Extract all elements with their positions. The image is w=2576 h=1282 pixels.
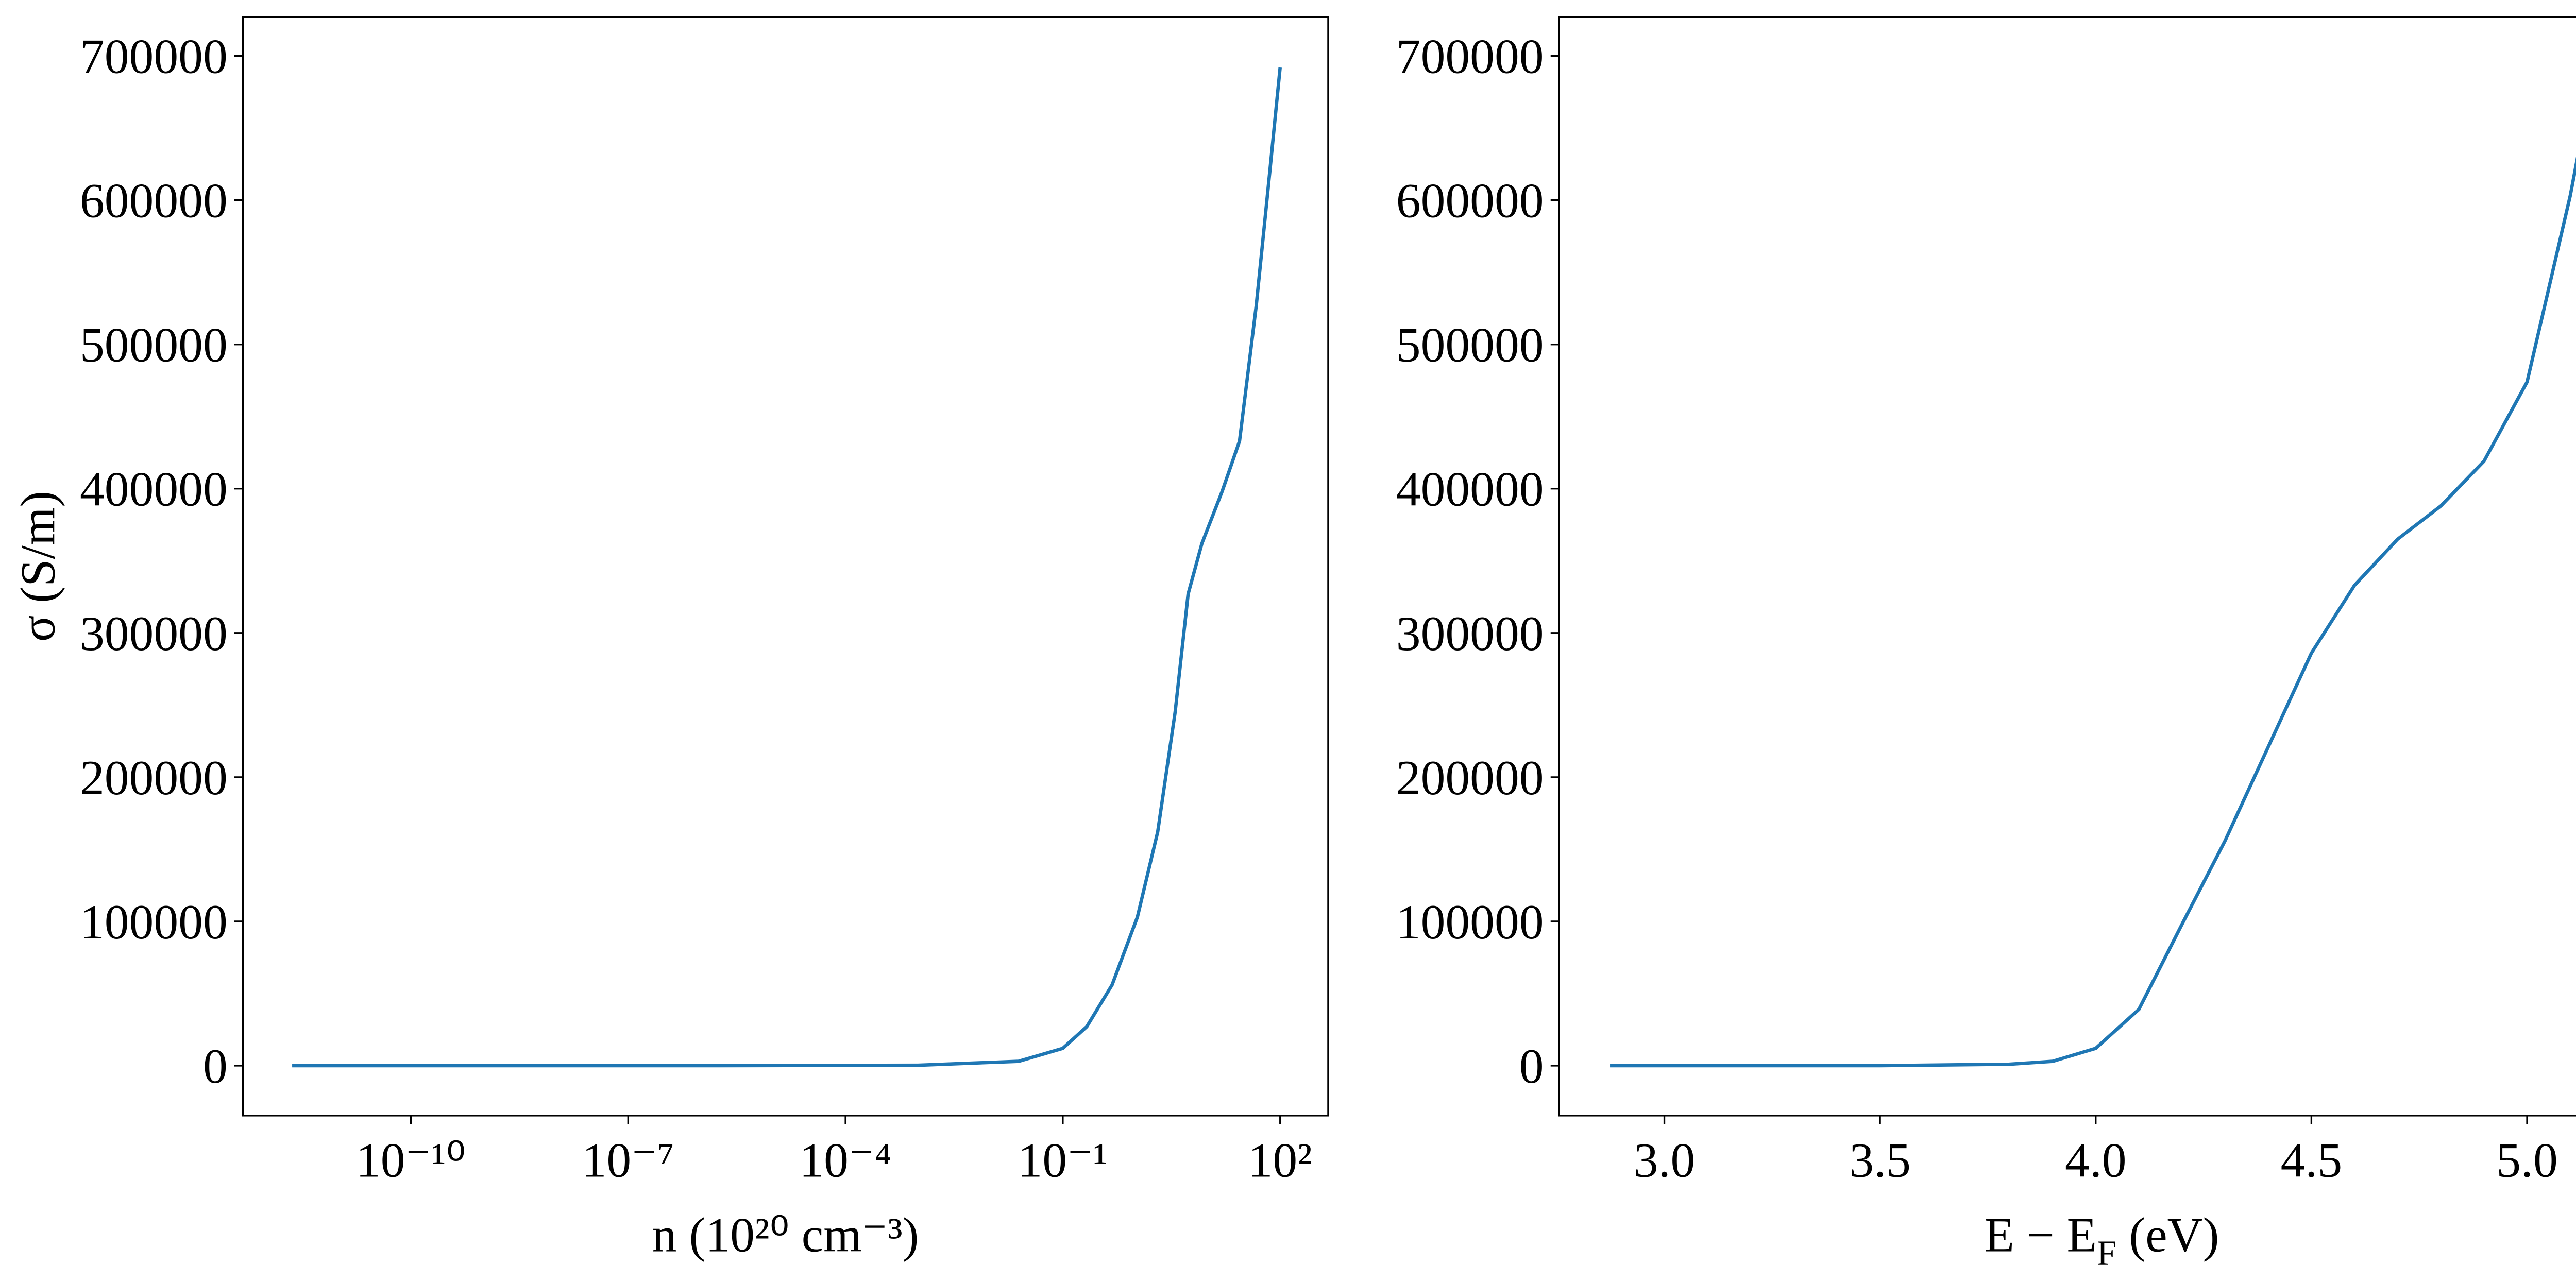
y-tick-label: 600000 (1396, 174, 1544, 228)
y-axis-label: σ (S/m) (10, 491, 65, 642)
y-tick-label: 700000 (1396, 29, 1544, 84)
plot-frame (1558, 16, 2576, 1117)
x-tick-label: 10⁻¹ (1018, 1133, 1108, 1188)
y-tick-label: 100000 (1396, 895, 1544, 949)
y-tick-label: 400000 (80, 462, 228, 517)
x-axis-label: E − EF (eV) (1984, 1208, 2219, 1273)
y-tick-label: 200000 (80, 750, 228, 805)
plot-frame (242, 16, 1329, 1117)
x-tick-label: 10⁻⁷ (582, 1133, 674, 1188)
y-tick-label: 600000 (80, 174, 228, 228)
x-tick-label: 3.0 (1634, 1133, 1695, 1188)
x-tick-label: 10⁻⁴ (799, 1133, 891, 1188)
y-tick-label: 700000 (80, 29, 228, 84)
data-line (292, 67, 1282, 1068)
data-line (1610, 156, 2576, 1068)
y-tick-label: 500000 (1396, 318, 1544, 372)
x-tick-label: 3.5 (1849, 1133, 1911, 1188)
y-tick-label: 0 (1519, 1039, 1544, 1093)
x-axis-label: n (10²⁰ cm⁻³) (652, 1208, 919, 1262)
y-tick-label: 500000 (80, 318, 228, 372)
y-tick-label: 100000 (80, 895, 228, 949)
y-tick-label: 400000 (1396, 462, 1544, 517)
x-tick-label: 10² (1248, 1133, 1312, 1188)
x-tick-label: 4.5 (2281, 1133, 2343, 1188)
x-tick-label: 4.0 (2065, 1133, 2127, 1188)
y-tick-label: 0 (203, 1039, 228, 1093)
x-tick-label: 10⁻¹⁰ (356, 1133, 466, 1188)
y-tick-label: 300000 (80, 606, 228, 661)
y-tick-label: 200000 (1396, 750, 1544, 805)
x-tick-label: 5.0 (2496, 1133, 2558, 1188)
y-tick-label: 300000 (1396, 606, 1544, 661)
